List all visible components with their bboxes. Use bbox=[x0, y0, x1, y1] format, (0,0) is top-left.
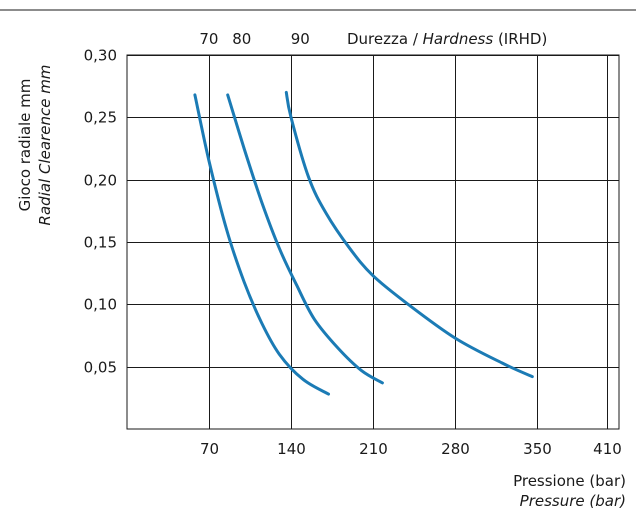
y-tick-label: 0,25 bbox=[84, 109, 117, 127]
x-axis-label-line2: Pressure (bar) bbox=[520, 492, 626, 510]
y-tick-label: 0,20 bbox=[84, 172, 117, 190]
hardness-axis-label: Durezza / Hardness (IRHD) bbox=[347, 30, 547, 48]
curve-hardness-80 bbox=[226, 93, 384, 385]
y-tick-label: 0,05 bbox=[84, 359, 117, 377]
hardness-value-label: 80 bbox=[232, 30, 251, 48]
hardness-label-suffix: (IRHD) bbox=[493, 30, 547, 48]
x-tick-label: 210 bbox=[359, 440, 388, 458]
y-tick-label: 0,10 bbox=[84, 296, 117, 314]
labels: 70 140 210 280 350 410 0,05 0,10 0,15 0,20 0,25 0,3… bbox=[84, 30, 622, 458]
hardness-value-label: 90 bbox=[291, 30, 310, 48]
grid bbox=[126, 54, 620, 430]
x-tick-label: 140 bbox=[277, 440, 306, 458]
hardness-label-italic: Hardness bbox=[423, 30, 494, 48]
curves bbox=[193, 90, 534, 396]
x-tick-label: 410 bbox=[593, 440, 622, 458]
x-tick-label: 70 bbox=[200, 440, 219, 458]
y-tick-label: 0,15 bbox=[84, 234, 117, 252]
y-axis-label-line2: Radial Clearence mm bbox=[36, 65, 54, 226]
x-tick-label: 350 bbox=[523, 440, 552, 458]
x-tick-label: 280 bbox=[441, 440, 470, 458]
curve-hardness-90 bbox=[284, 90, 534, 379]
curve-hardness-70 bbox=[193, 93, 330, 396]
hardness-value-label: 70 bbox=[199, 30, 218, 48]
hardness-label-prefix: Durezza / bbox=[347, 30, 423, 48]
x-axis-label-line1: Pressione (bar) bbox=[513, 472, 626, 490]
y-axis-label-line1: Gioco radiale mm bbox=[16, 79, 34, 212]
y-tick-label: 0,30 bbox=[84, 47, 117, 65]
